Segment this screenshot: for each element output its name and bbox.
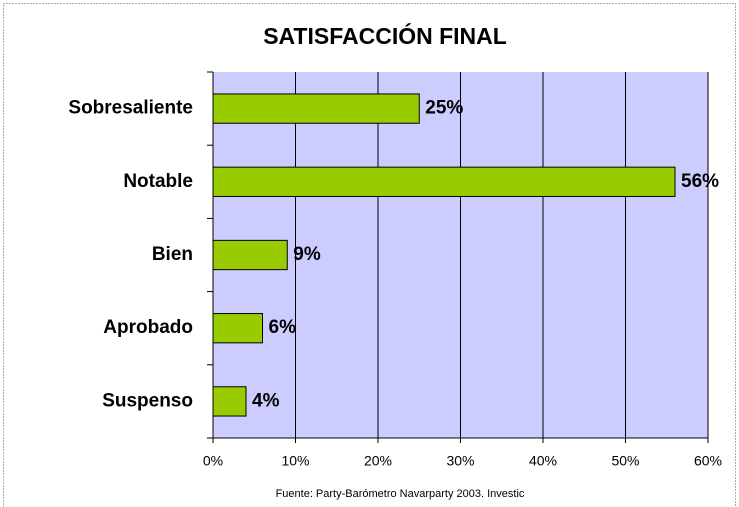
data-label: 4%: [252, 390, 280, 411]
data-label: 6%: [269, 317, 297, 338]
x-tick-label: 40%: [529, 453, 557, 469]
y-tick-label: Notable: [123, 171, 193, 192]
x-tick-label: 0%: [203, 453, 223, 469]
source-note: Fuente: Party-Barómetro Navarparty 2003.…: [276, 488, 525, 500]
bar: [212, 93, 420, 124]
x-tick-label: 60%: [694, 453, 722, 469]
bar: [212, 239, 288, 271]
bar: [212, 166, 676, 197]
bar: [212, 386, 247, 417]
bar: [212, 313, 263, 344]
chart-title: SATISFACCIÓN FINAL: [263, 22, 507, 49]
data-label: 25%: [425, 98, 463, 119]
data-label: 56%: [681, 171, 719, 192]
x-tick-label: 30%: [446, 453, 474, 469]
x-tick-label: 10%: [281, 453, 309, 469]
y-tick-label: Aprobado: [103, 317, 193, 338]
y-tick-label: Sobresaliente: [68, 98, 193, 119]
y-tick-label: Bien: [152, 244, 193, 265]
y-tick-label: Suspenso: [102, 390, 193, 411]
x-tick-label: 50%: [611, 453, 639, 469]
x-tick-label: 20%: [364, 453, 392, 469]
data-label: 9%: [293, 244, 321, 265]
frame: [3, 3, 736, 507]
